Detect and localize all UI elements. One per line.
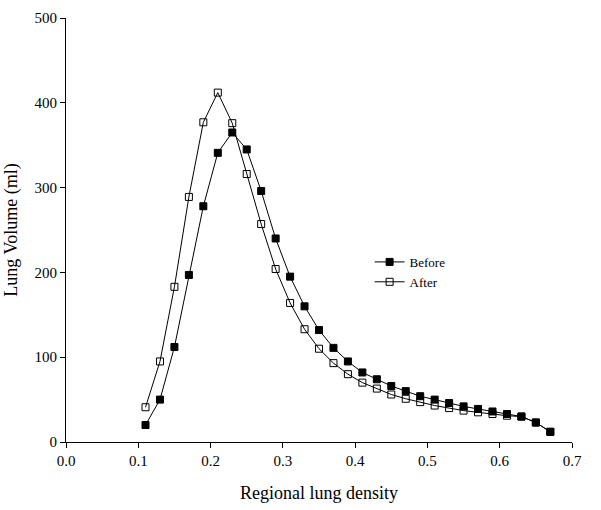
svg-text:0.0: 0.0 [57, 453, 76, 469]
svg-text:Regional lung density: Regional lung density [240, 483, 398, 503]
svg-text:500: 500 [35, 10, 58, 26]
svg-text:0.4: 0.4 [346, 453, 365, 469]
svg-text:0.6: 0.6 [490, 453, 509, 469]
svg-text:0: 0 [50, 434, 58, 450]
svg-text:After: After [410, 275, 438, 290]
svg-text:Lung Volume (ml): Lung Volume (ml) [1, 163, 22, 296]
svg-text:100: 100 [35, 349, 58, 365]
svg-text:0.5: 0.5 [418, 453, 437, 469]
svg-text:200: 200 [35, 265, 58, 281]
svg-text:400: 400 [35, 95, 58, 111]
svg-text:0.1: 0.1 [129, 453, 148, 469]
svg-text:Before: Before [410, 255, 446, 270]
svg-text:300: 300 [35, 180, 58, 196]
svg-text:0.3: 0.3 [273, 453, 292, 469]
svg-text:0.2: 0.2 [201, 453, 220, 469]
svg-text:0.7: 0.7 [563, 453, 582, 469]
